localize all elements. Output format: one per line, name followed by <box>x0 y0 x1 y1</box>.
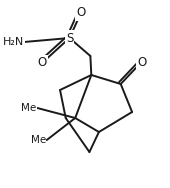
Text: S: S <box>66 32 73 45</box>
Text: O: O <box>137 55 146 68</box>
Text: Me: Me <box>31 135 46 145</box>
Text: H₂N: H₂N <box>3 37 24 47</box>
Text: O: O <box>37 57 47 70</box>
Text: O: O <box>76 7 86 20</box>
Text: Me: Me <box>21 103 36 113</box>
